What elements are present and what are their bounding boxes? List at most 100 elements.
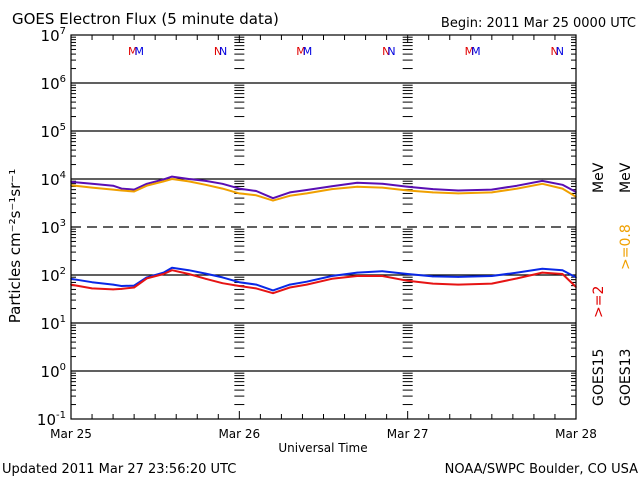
- data-point: [188, 178, 190, 180]
- x-tick-label: Mar 27: [387, 427, 429, 441]
- data-point: [331, 185, 333, 187]
- data-point: [381, 186, 384, 189]
- data-point: [171, 178, 173, 180]
- data-point: [457, 276, 459, 278]
- data-point: [289, 286, 291, 289]
- data-point: [91, 281, 93, 284]
- data-point: [406, 279, 409, 282]
- data-point: [162, 180, 165, 183]
- series-line-goes13-2-mev: [70, 269, 577, 295]
- data-point: [133, 286, 135, 289]
- data-point: [145, 183, 148, 185]
- y-tick-labels: 107 106 105 104 103 102 101 100 10-1: [37, 26, 66, 429]
- data-point: [221, 276, 224, 279]
- data-point: [112, 288, 114, 291]
- x-tick-label: Mar 28: [555, 427, 597, 441]
- data-point: [188, 180, 190, 183]
- data-point: [133, 284, 135, 287]
- legend-unit-1: MeV: [591, 162, 607, 193]
- data-point: [204, 272, 207, 275]
- data-point: [381, 270, 384, 272]
- data-point: [133, 190, 135, 193]
- data-point: [162, 178, 165, 181]
- data-point: [516, 277, 518, 280]
- data-point: [221, 282, 224, 284]
- data-point: [457, 283, 459, 286]
- marker-nn: NN: [214, 45, 227, 58]
- marker-nn: NN: [550, 45, 563, 58]
- y-tick-label-1e2: 102: [41, 266, 66, 285]
- data-point: [255, 190, 257, 192]
- data-point: [112, 188, 114, 191]
- data-point: [255, 287, 257, 290]
- data-point: [432, 275, 434, 278]
- data-point: [120, 187, 123, 190]
- data-point: [255, 194, 257, 197]
- data-point: [432, 191, 434, 194]
- data-point: [255, 283, 257, 286]
- data-point: [204, 278, 207, 280]
- data-point: [561, 187, 564, 190]
- y-tick-label-1e-1: 10-1: [37, 410, 66, 429]
- marker-nn: NN: [382, 45, 395, 58]
- x-tick-labels: Mar 25 Mar 26 Mar 27 Mar 28: [50, 427, 597, 441]
- credit-label: NOAA/SWPC Boulder, CO USA: [445, 462, 638, 477]
- begin-label: Begin: 2011 Mar 25 0000 UTC: [441, 16, 636, 31]
- data-point: [171, 267, 173, 269]
- data-point: [188, 269, 190, 272]
- data-point: [289, 195, 291, 197]
- data-point: [331, 275, 333, 277]
- data-point: [188, 273, 190, 275]
- data-point: [491, 275, 493, 277]
- data-point: [432, 188, 434, 190]
- data-point: [516, 187, 518, 190]
- series-group: [70, 175, 577, 295]
- legend-energy-0-8mev: >=0.8: [618, 224, 634, 270]
- data-point: [561, 183, 564, 186]
- data-point: [145, 184, 148, 187]
- data-point: [120, 288, 123, 290]
- chart-title: GOES Electron Flux (5 minute data): [12, 10, 279, 28]
- axis-ticks: [70, 35, 577, 419]
- data-point: [331, 278, 333, 280]
- marker-mm: MM: [128, 45, 144, 58]
- y-axis-label: Particles cm⁻²s⁻¹sr⁻¹: [6, 169, 24, 323]
- data-point: [289, 191, 291, 194]
- data-point: [305, 283, 308, 286]
- data-point: [541, 180, 544, 182]
- y-tick-label-1e4: 104: [41, 170, 66, 189]
- series-line-goes15-0-8-mev: [70, 175, 577, 200]
- data-point: [91, 183, 93, 185]
- data-point: [356, 182, 358, 184]
- data-point: [238, 192, 241, 195]
- data-point: [91, 186, 93, 189]
- data-point: [120, 285, 123, 287]
- data-point: [272, 289, 274, 292]
- y-tick-label-1e7: 107: [41, 26, 66, 45]
- data-point: [145, 277, 148, 280]
- data-point: [406, 189, 409, 192]
- data-point: [491, 282, 493, 285]
- updated-timestamp: Updated 2011 Mar 27 23:56:20 UTC: [2, 462, 236, 477]
- legend: GOES15 >=2 MeV GOES13 >=0.8 MeV: [591, 162, 634, 406]
- data-point: [381, 183, 384, 185]
- satellite-markers: MM NN MM NN MM NN: [128, 45, 564, 58]
- data-point: [272, 199, 274, 202]
- data-point: [238, 187, 241, 190]
- data-point: [204, 183, 207, 186]
- data-point: [305, 192, 308, 195]
- data-point: [112, 283, 114, 286]
- data-point: [561, 273, 564, 275]
- data-point: [112, 184, 114, 187]
- marker-mm: MM: [465, 45, 481, 58]
- data-point: [561, 269, 564, 272]
- data-point: [541, 267, 544, 270]
- data-point: [204, 180, 207, 182]
- series-line-goes13-0-8-mev: [70, 178, 577, 202]
- y-tick-label-1e3: 103: [41, 218, 66, 237]
- data-point: [457, 192, 459, 195]
- data-point: [238, 285, 241, 287]
- data-point: [406, 273, 409, 275]
- data-point: [91, 287, 93, 290]
- data-point: [171, 269, 173, 272]
